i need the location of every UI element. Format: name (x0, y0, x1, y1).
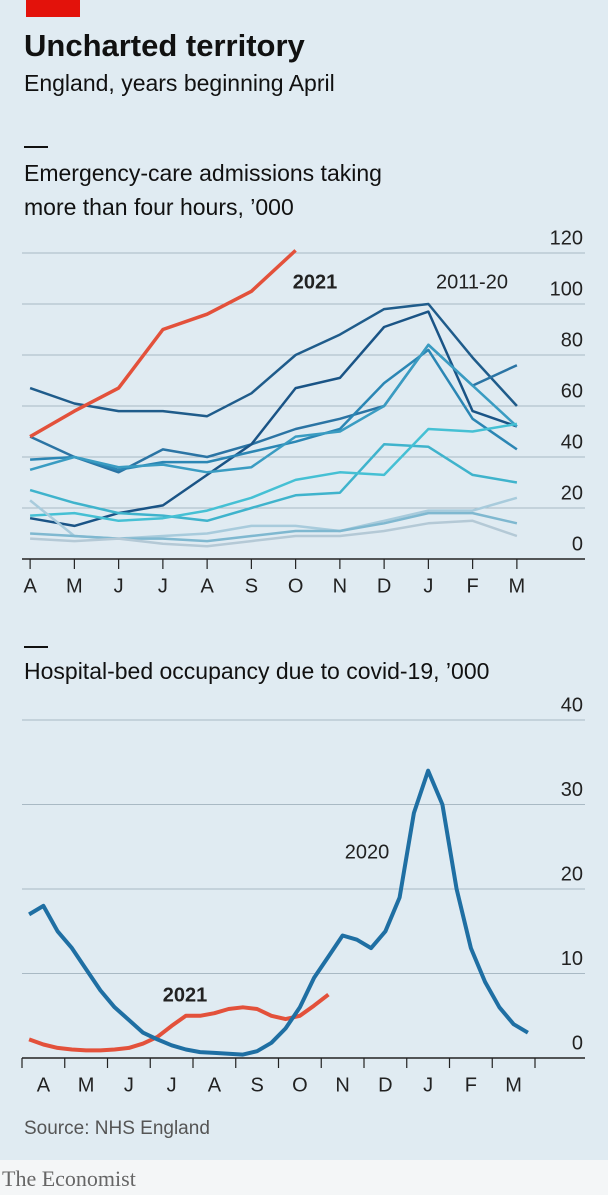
series-line (29, 443, 518, 523)
subtitle: England, years beginning April (24, 70, 335, 96)
y-tick-label: 20 (561, 482, 583, 504)
x-tick-label: J (423, 1074, 433, 1096)
series-line (29, 310, 518, 528)
series-line (30, 348, 518, 472)
series-line (28, 768, 529, 1057)
x-tick-label: J (124, 1074, 134, 1096)
x-tick-label: M (505, 1074, 522, 1096)
series-label: 2011-20 (436, 271, 508, 293)
y-tick-label: 20 (561, 863, 583, 885)
series-label: 2021 (163, 984, 208, 1006)
y-tick-label: 40 (561, 431, 583, 453)
series-line (29, 249, 297, 439)
series-line (29, 302, 518, 418)
title: Uncharted territory (24, 28, 305, 63)
x-tick-label: A (37, 1074, 51, 1096)
y-tick-label: 30 (561, 779, 583, 801)
x-tick-label: D (378, 1074, 392, 1096)
tag (26, 0, 80, 17)
x-tick-label: F (467, 575, 479, 597)
rule (24, 146, 48, 148)
x-tick-label: D (377, 575, 391, 597)
x-tick-label: N (333, 575, 347, 597)
y-tick-label: 0 (572, 1032, 583, 1054)
x-tick-label: M (78, 1074, 95, 1096)
y-tick-label: 100 (550, 278, 583, 300)
series-line (28, 993, 330, 1053)
chart-title: Emergency-care admissions taking more th… (24, 160, 382, 220)
source: Source: NHS England (24, 1118, 210, 1139)
x-tick-label: S (250, 1074, 263, 1096)
chart-title: Hospital-bed occupancy due to covid-19, … (24, 658, 490, 684)
series-line (29, 343, 518, 474)
series-line (30, 422, 518, 523)
x-tick-label: A (23, 575, 37, 597)
y-tick-label: 40 (561, 694, 583, 716)
brand: The Economist (2, 1166, 136, 1191)
y-tick-label: 120 (550, 227, 583, 249)
y-tick-label: 0 (572, 533, 583, 555)
x-tick-label: S (245, 575, 258, 597)
series-label: 2021 (293, 271, 338, 293)
series-line (30, 519, 518, 548)
x-tick-label: O (292, 1074, 308, 1096)
series-label: 2020 (345, 841, 390, 863)
x-tick-label: M (509, 575, 526, 597)
y-tick-label: 10 (561, 948, 583, 970)
x-tick-label: N (335, 1074, 349, 1096)
rule (24, 646, 48, 648)
y-tick-label: 60 (561, 380, 583, 402)
x-tick-label: J (423, 575, 433, 597)
x-tick-label: J (158, 575, 168, 597)
x-tick-label: O (288, 575, 304, 597)
y-tick-label: 80 (561, 329, 583, 351)
x-tick-label: J (114, 575, 124, 597)
x-tick-label: A (208, 1074, 222, 1096)
x-tick-label: F (465, 1074, 477, 1096)
x-tick-label: M (66, 575, 83, 597)
footer (0, 1160, 608, 1195)
x-tick-label: J (167, 1074, 177, 1096)
x-tick-label: A (200, 575, 214, 597)
